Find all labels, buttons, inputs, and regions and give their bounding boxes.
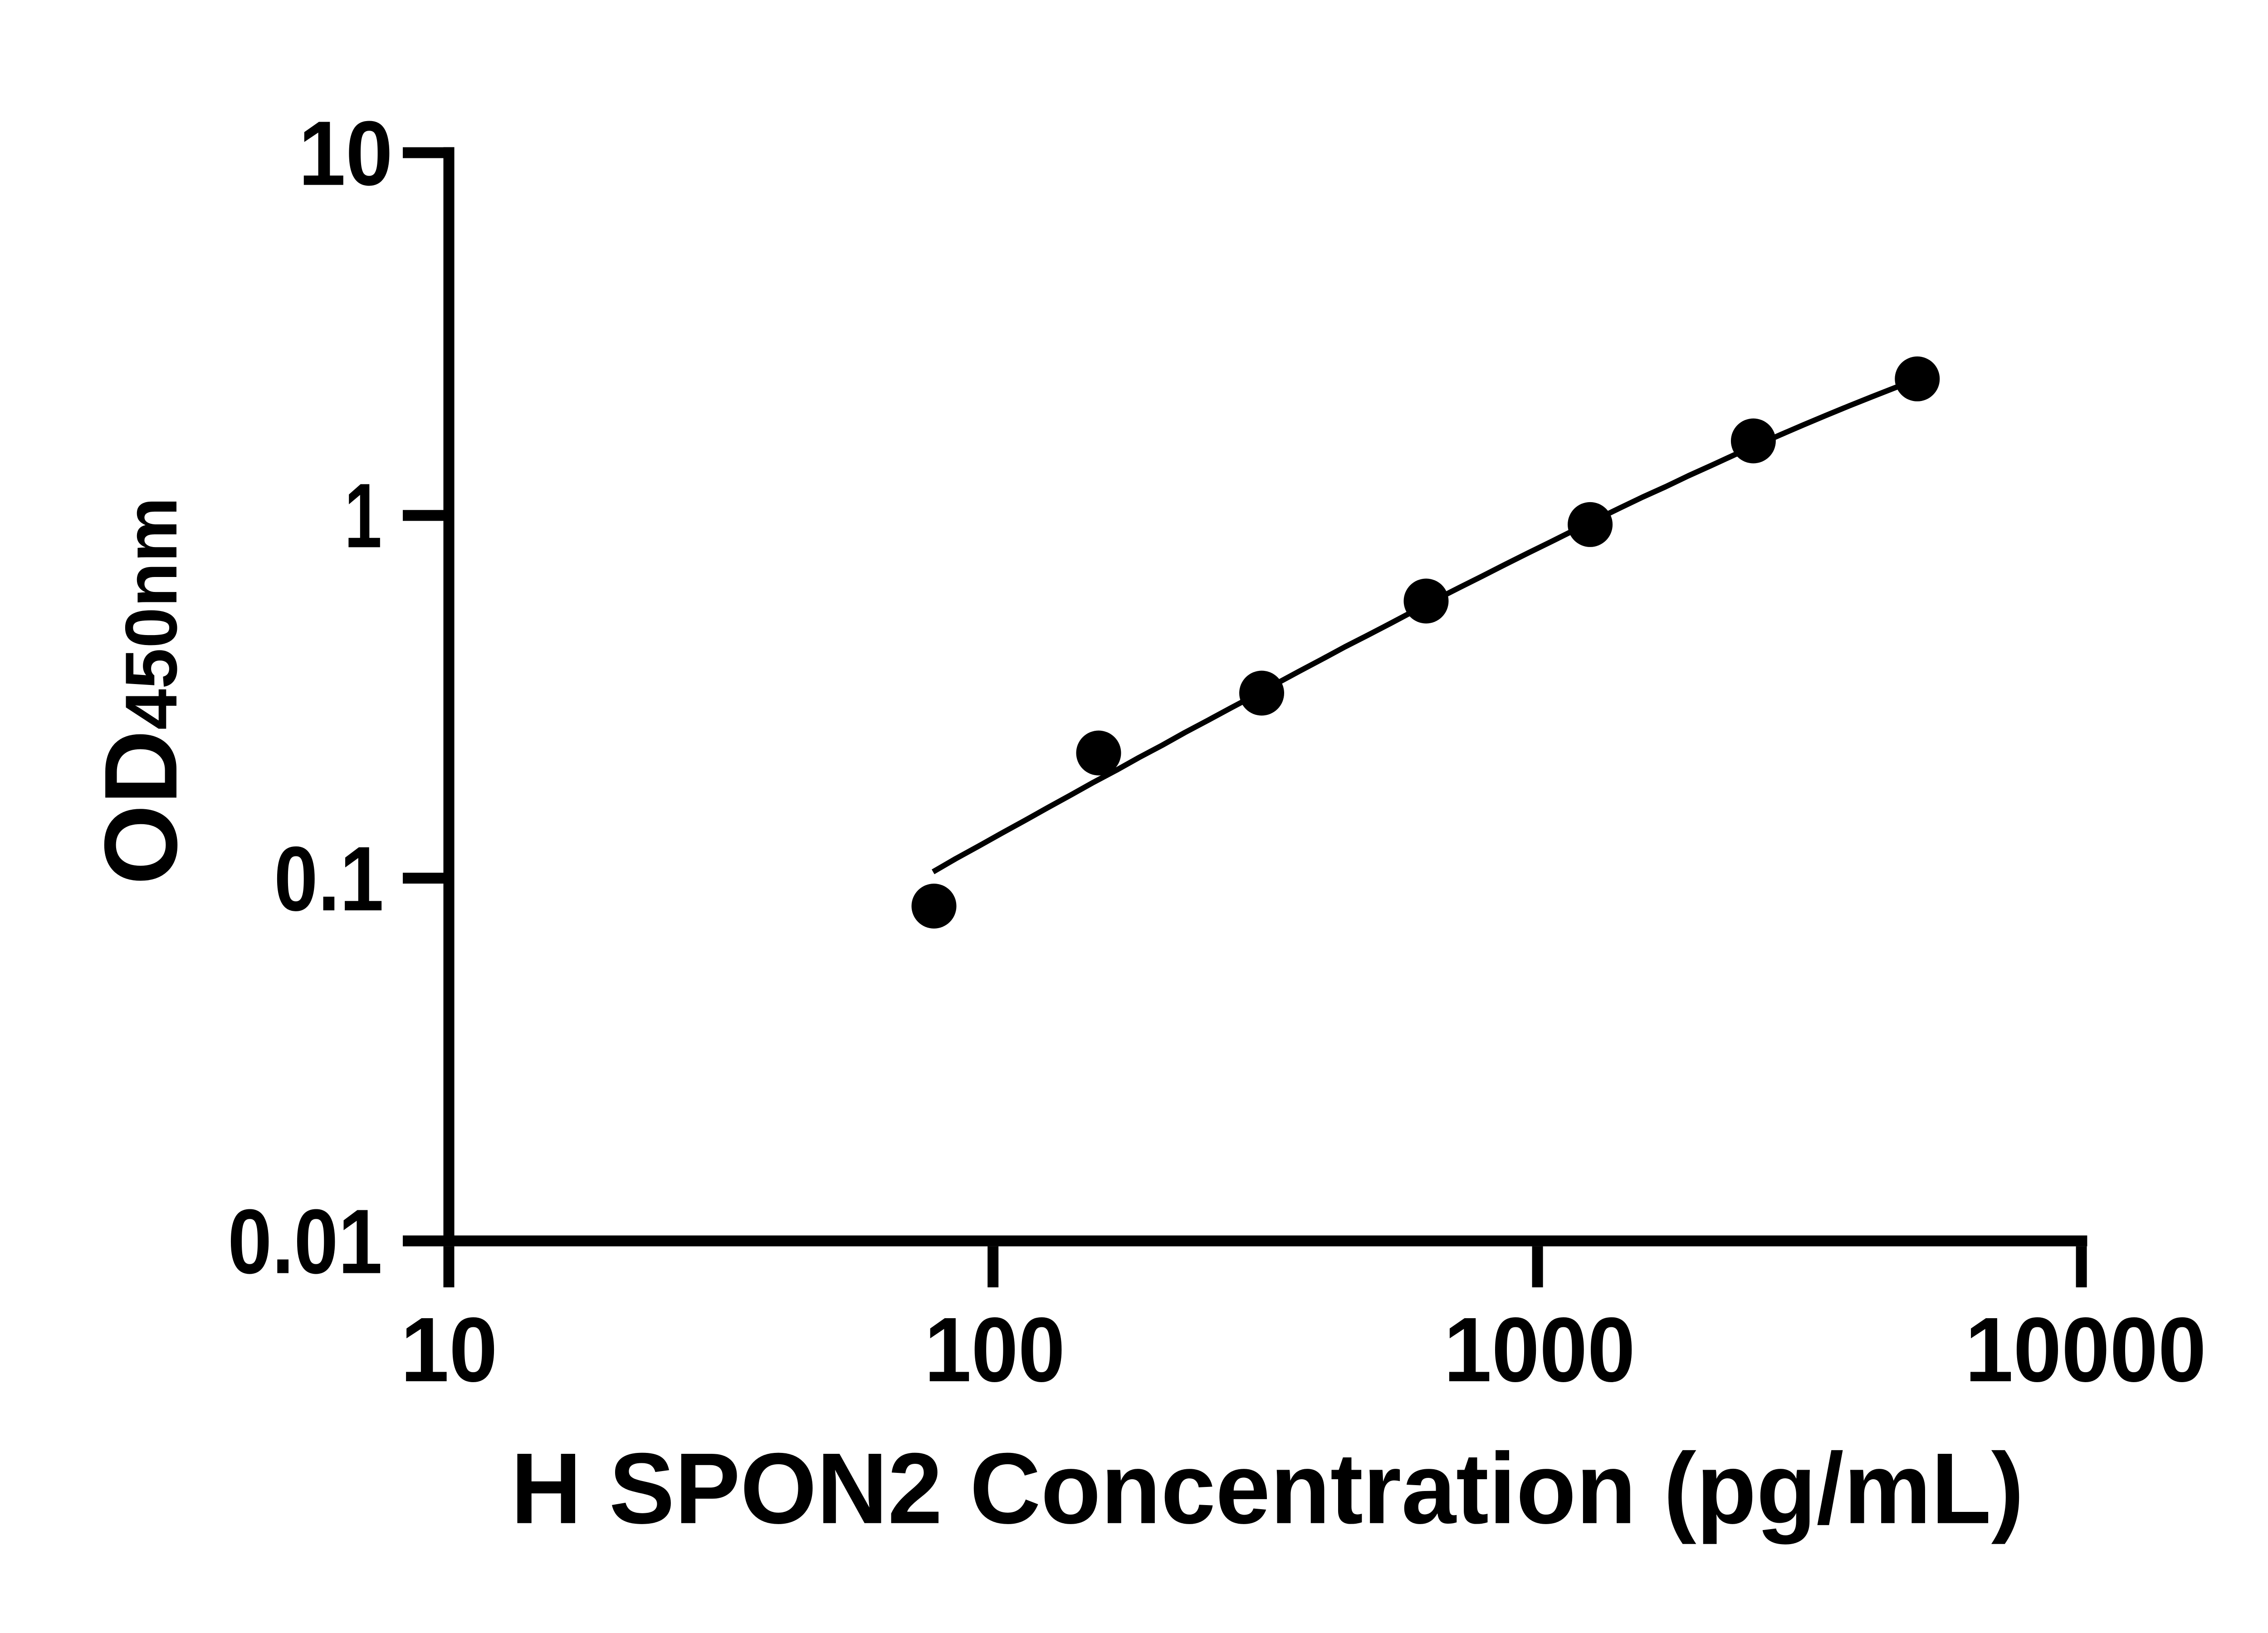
svg-text:1: 1 (344, 464, 382, 567)
svg-text:1000: 1000 (1444, 1298, 1635, 1401)
svg-text:10: 10 (401, 1298, 498, 1401)
svg-text:10: 10 (298, 102, 393, 205)
svg-text:0.01: 0.01 (228, 1190, 382, 1293)
svg-text:0.1: 0.1 (274, 827, 384, 930)
svg-text:100: 100 (924, 1298, 1065, 1401)
svg-text:10000: 10000 (1965, 1298, 2206, 1401)
svg-text:H SPON2 Concentration (pg/mL): H SPON2 Concentration (pg/mL) (511, 1433, 2024, 1545)
